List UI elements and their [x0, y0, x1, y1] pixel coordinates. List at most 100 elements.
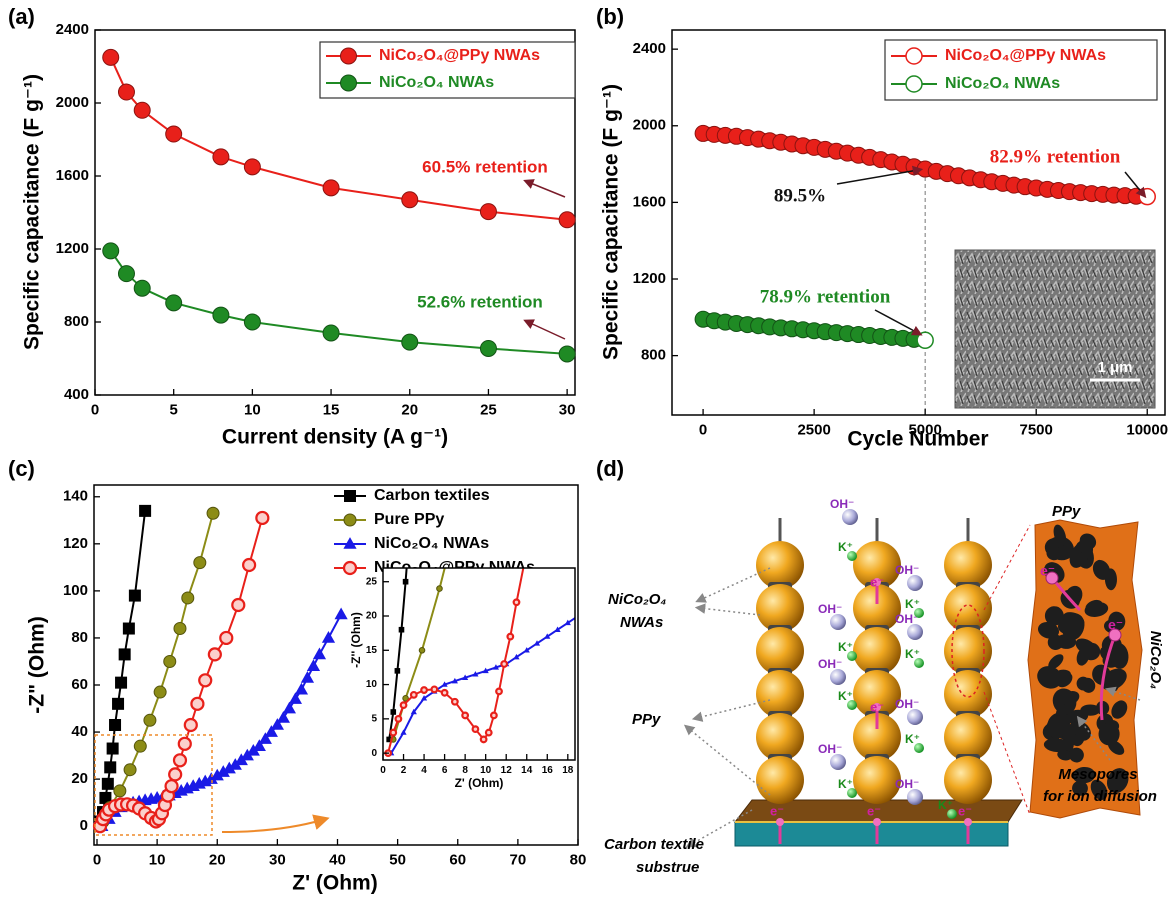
marker	[164, 655, 176, 667]
marker	[182, 592, 194, 604]
y-tick-label: 2400	[56, 21, 89, 38]
x-tick-label: 7500	[1020, 422, 1053, 439]
sphere	[944, 713, 992, 761]
ppy-label: PPy	[632, 711, 661, 728]
marker	[213, 149, 229, 165]
marker	[104, 761, 116, 773]
hydroxide-ion	[830, 614, 846, 630]
marker	[169, 768, 181, 780]
marker	[166, 126, 182, 142]
marker	[396, 716, 402, 722]
page: 4008001200160020002400051015202530NiCo₂O…	[0, 0, 1168, 897]
zoom-line	[984, 692, 1030, 815]
marker	[729, 352, 735, 357]
marker	[323, 180, 339, 196]
inset-y-title: -Z'' (Ohm)	[349, 612, 363, 668]
series-line	[101, 511, 146, 822]
marker	[481, 737, 487, 743]
marker	[185, 719, 197, 731]
marker	[112, 698, 124, 710]
y-tick-label: 140	[63, 488, 88, 505]
substrate-label: substrue	[636, 859, 699, 876]
legend-marker	[906, 76, 922, 92]
legend-marker	[343, 537, 356, 549]
y-tick-label: 40	[71, 723, 88, 740]
x-tick-label: 20	[209, 852, 226, 869]
sphere	[944, 541, 992, 589]
marker	[657, 517, 663, 522]
annotation: 89.5%	[774, 185, 826, 206]
legend-marker	[906, 48, 922, 64]
annotation-arrow	[837, 170, 918, 184]
marker	[295, 683, 308, 695]
y-tick-label: 10	[366, 679, 378, 690]
hydroxide-label: OH⁻	[895, 777, 919, 791]
marker	[616, 572, 622, 577]
marker	[323, 325, 339, 341]
marker	[421, 687, 427, 693]
potassium-label: K⁺	[905, 732, 920, 746]
x-tick-label: 6	[442, 765, 448, 776]
marker	[462, 713, 468, 719]
nwas-label: NWAs	[620, 614, 663, 631]
marker	[530, 510, 536, 516]
marker	[501, 661, 507, 667]
potassium-label: K⁺	[905, 647, 920, 661]
marker	[442, 690, 448, 696]
marker	[390, 709, 396, 715]
potassium-label: K⁺	[838, 777, 853, 791]
legend-label: NiCo₂O₄ NWAs	[374, 535, 489, 552]
marker	[194, 557, 206, 569]
y-tick-label: 2000	[633, 117, 666, 134]
hydroxide-label: OH⁻	[818, 742, 842, 756]
y-tick-label: 800	[64, 313, 89, 330]
marker	[559, 346, 575, 362]
marker	[496, 689, 502, 695]
marker	[139, 505, 151, 517]
marker	[103, 49, 119, 65]
electron	[776, 818, 784, 826]
x-tick-label: 4	[421, 765, 427, 776]
legend-label: NiCo₂O₄@PPy NWAs	[379, 47, 540, 64]
marker	[504, 270, 510, 276]
y-tick-label: 20	[366, 611, 378, 622]
legend-label: Carbon textiles	[374, 487, 490, 504]
marker	[199, 674, 211, 686]
marker	[565, 325, 571, 331]
marker	[313, 648, 326, 660]
marker	[399, 627, 405, 633]
marker	[213, 307, 229, 323]
zoom-ppy-label: PPy	[1052, 503, 1081, 520]
x-tick-label: 15	[323, 402, 340, 419]
marker	[437, 586, 443, 592]
y-tick-label: 80	[71, 629, 88, 646]
marker	[606, 582, 612, 587]
marker	[559, 212, 575, 228]
x-tick-label: 25	[480, 402, 497, 419]
legend-marker	[344, 562, 356, 574]
marker	[454, 517, 460, 523]
marker	[166, 780, 178, 792]
y-tick-label: 1200	[633, 270, 666, 287]
x-tick-label: 80	[570, 852, 587, 869]
electron-label: e⁻	[770, 803, 784, 818]
x-axis-title: Cycle Number	[847, 428, 988, 451]
marker	[395, 668, 401, 674]
y-tick-label: 60	[71, 676, 88, 693]
marker	[419, 647, 425, 653]
marker	[103, 243, 119, 259]
marker	[760, 249, 766, 254]
marker	[540, 455, 546, 461]
x-tick-label: 0	[91, 402, 99, 419]
legend-marker	[341, 75, 357, 91]
marker	[708, 407, 714, 412]
electron-label: e⁻	[870, 574, 884, 589]
legend-label: NiCo₂O₄ NWAs	[379, 74, 494, 91]
x-tick-label: 0	[380, 765, 386, 776]
marker	[452, 699, 458, 705]
marker	[390, 730, 396, 736]
marker	[118, 266, 134, 282]
marker	[719, 380, 725, 385]
nwas-label: NiCo₂O₄	[608, 591, 666, 608]
x-tick-label: 12	[501, 765, 513, 776]
